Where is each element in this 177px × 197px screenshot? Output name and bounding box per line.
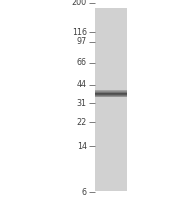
Bar <box>95 91 127 92</box>
Bar <box>95 93 127 94</box>
Bar <box>95 95 127 96</box>
Bar <box>95 92 127 93</box>
Text: 66: 66 <box>77 58 87 67</box>
Text: 6: 6 <box>82 188 87 197</box>
Bar <box>95 94 127 95</box>
Text: 14: 14 <box>77 142 87 151</box>
Text: 116: 116 <box>72 28 87 37</box>
Text: 200: 200 <box>72 0 87 7</box>
Text: 44: 44 <box>77 80 87 89</box>
Text: 97: 97 <box>76 37 87 46</box>
Bar <box>95 8 127 191</box>
Bar <box>95 90 127 91</box>
Text: 31: 31 <box>77 99 87 108</box>
Bar <box>95 96 127 97</box>
Text: 22: 22 <box>76 118 87 126</box>
